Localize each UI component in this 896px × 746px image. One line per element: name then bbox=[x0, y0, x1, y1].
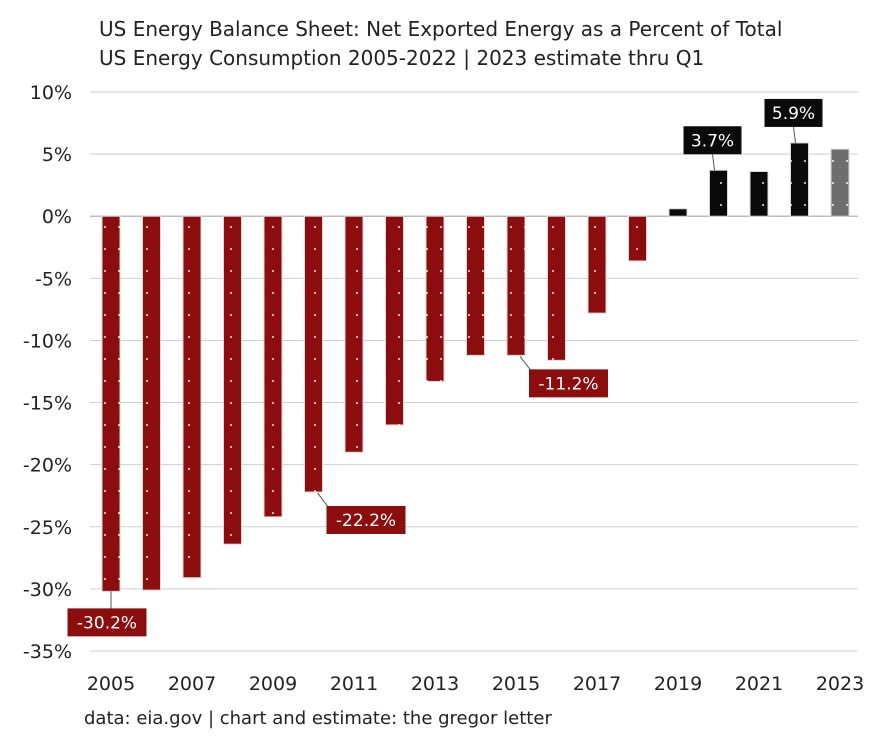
bar-dot-texture bbox=[750, 171, 768, 217]
bar-2015 bbox=[506, 215, 526, 356]
bar-2007 bbox=[182, 215, 202, 579]
y-tick-label: -10% bbox=[23, 330, 72, 352]
bar-2009 bbox=[263, 215, 283, 518]
x-tick-label: 2019 bbox=[654, 673, 702, 695]
data-label-2005: -30.2% bbox=[67, 591, 147, 637]
bar-2021 bbox=[749, 171, 769, 217]
bar-2011 bbox=[344, 215, 364, 453]
chart-subtitle: US Energy Consumption 2005-2022 | 2023 e… bbox=[99, 46, 704, 70]
bar-dot-texture bbox=[669, 208, 687, 217]
bar-2012 bbox=[385, 215, 404, 426]
x-tick-label: 2009 bbox=[249, 673, 297, 695]
data-label-text: -30.2% bbox=[77, 613, 137, 633]
y-tick-label: -20% bbox=[23, 455, 72, 477]
bar-2006 bbox=[142, 215, 161, 591]
y-tick-label: 5% bbox=[42, 144, 72, 166]
x-tick-label: 2011 bbox=[330, 673, 378, 695]
bar-dot-texture bbox=[790, 142, 809, 217]
bar-dot-texture bbox=[588, 216, 606, 314]
data-label-text: 3.7% bbox=[691, 131, 734, 151]
x-tick-label: 2007 bbox=[168, 673, 216, 695]
x-tick-label: 2015 bbox=[492, 673, 540, 695]
leader-line bbox=[793, 126, 796, 143]
data-label-text: -11.2% bbox=[538, 374, 598, 394]
bar-2013 bbox=[425, 215, 445, 382]
bar-dot-texture bbox=[183, 216, 201, 578]
data-label-2020: 3.7% bbox=[683, 126, 742, 171]
data-label-2010: -22.2% bbox=[317, 492, 406, 534]
bars bbox=[101, 142, 850, 592]
bar-2023 bbox=[830, 148, 850, 217]
bar-2022 bbox=[790, 142, 809, 217]
y-tick-label: 10% bbox=[30, 82, 72, 104]
y-tick-label: -35% bbox=[23, 641, 72, 663]
x-tick-label: 2013 bbox=[411, 673, 459, 695]
y-tick-label: -5% bbox=[35, 268, 72, 290]
bar-2017 bbox=[587, 215, 607, 314]
data-label-2015: -11.2% bbox=[519, 356, 608, 398]
y-tick-label: -30% bbox=[23, 579, 72, 601]
bar-2010 bbox=[304, 215, 323, 493]
y-axis: 10% 5% 0% -5% -10% -15% -20% -25% -30% -35% bbox=[23, 82, 72, 663]
leader-line bbox=[712, 154, 715, 171]
data-label-2022: 5.9% bbox=[764, 98, 823, 143]
x-tick-label: 2021 bbox=[735, 673, 783, 695]
data-label-box bbox=[683, 126, 742, 155]
x-tick-label: 2005 bbox=[87, 673, 135, 695]
y-tick-label: -25% bbox=[23, 517, 72, 539]
source-note: data: eia.gov | chart and estimate: the … bbox=[84, 708, 552, 729]
bar-dot-texture bbox=[264, 216, 282, 517]
bar-dot-texture bbox=[466, 216, 485, 356]
bar-dot-texture bbox=[102, 216, 120, 592]
bar-dot-texture bbox=[304, 216, 323, 492]
bar-dot-texture bbox=[831, 149, 849, 217]
data-labels: -30.2% -22.2% -11.2% 3.7% 5.9% bbox=[67, 98, 823, 637]
bar-dot-texture bbox=[345, 216, 363, 453]
bar-dot-texture bbox=[385, 216, 404, 425]
bar-2020 bbox=[709, 169, 728, 217]
x-tick-label: 2023 bbox=[816, 673, 864, 695]
gridlines bbox=[90, 91, 858, 652]
bar-dot-texture bbox=[507, 216, 525, 356]
bar-dot-texture bbox=[709, 170, 728, 217]
y-tick-label: 0% bbox=[42, 206, 72, 228]
data-label-box bbox=[326, 505, 406, 534]
data-label-box bbox=[529, 369, 608, 398]
bar-2016 bbox=[547, 215, 566, 361]
data-label-text: -22.2% bbox=[336, 511, 396, 531]
bar-dot-texture bbox=[426, 216, 444, 382]
bar-dot-texture bbox=[547, 216, 566, 361]
bar-dot-texture bbox=[223, 216, 242, 545]
bar-dot-texture bbox=[628, 216, 647, 261]
bar-2008 bbox=[223, 215, 242, 545]
x-tick-label: 2017 bbox=[573, 673, 621, 695]
data-label-text: 5.9% bbox=[772, 104, 815, 124]
bar-dot-texture bbox=[142, 216, 161, 591]
bar-2005 bbox=[101, 215, 121, 592]
data-label-box bbox=[764, 98, 823, 127]
x-axis: 2005 2007 2009 2011 2013 2015 2017 2019 2021 2023 bbox=[87, 673, 864, 695]
bar-2018 bbox=[628, 215, 647, 262]
chart-title: US Energy Balance Sheet: Net Exported En… bbox=[99, 17, 782, 41]
data-label-box bbox=[67, 608, 147, 637]
bar-2019 bbox=[668, 208, 688, 217]
bar-2014 bbox=[466, 215, 485, 356]
y-tick-label: -15% bbox=[23, 393, 72, 415]
